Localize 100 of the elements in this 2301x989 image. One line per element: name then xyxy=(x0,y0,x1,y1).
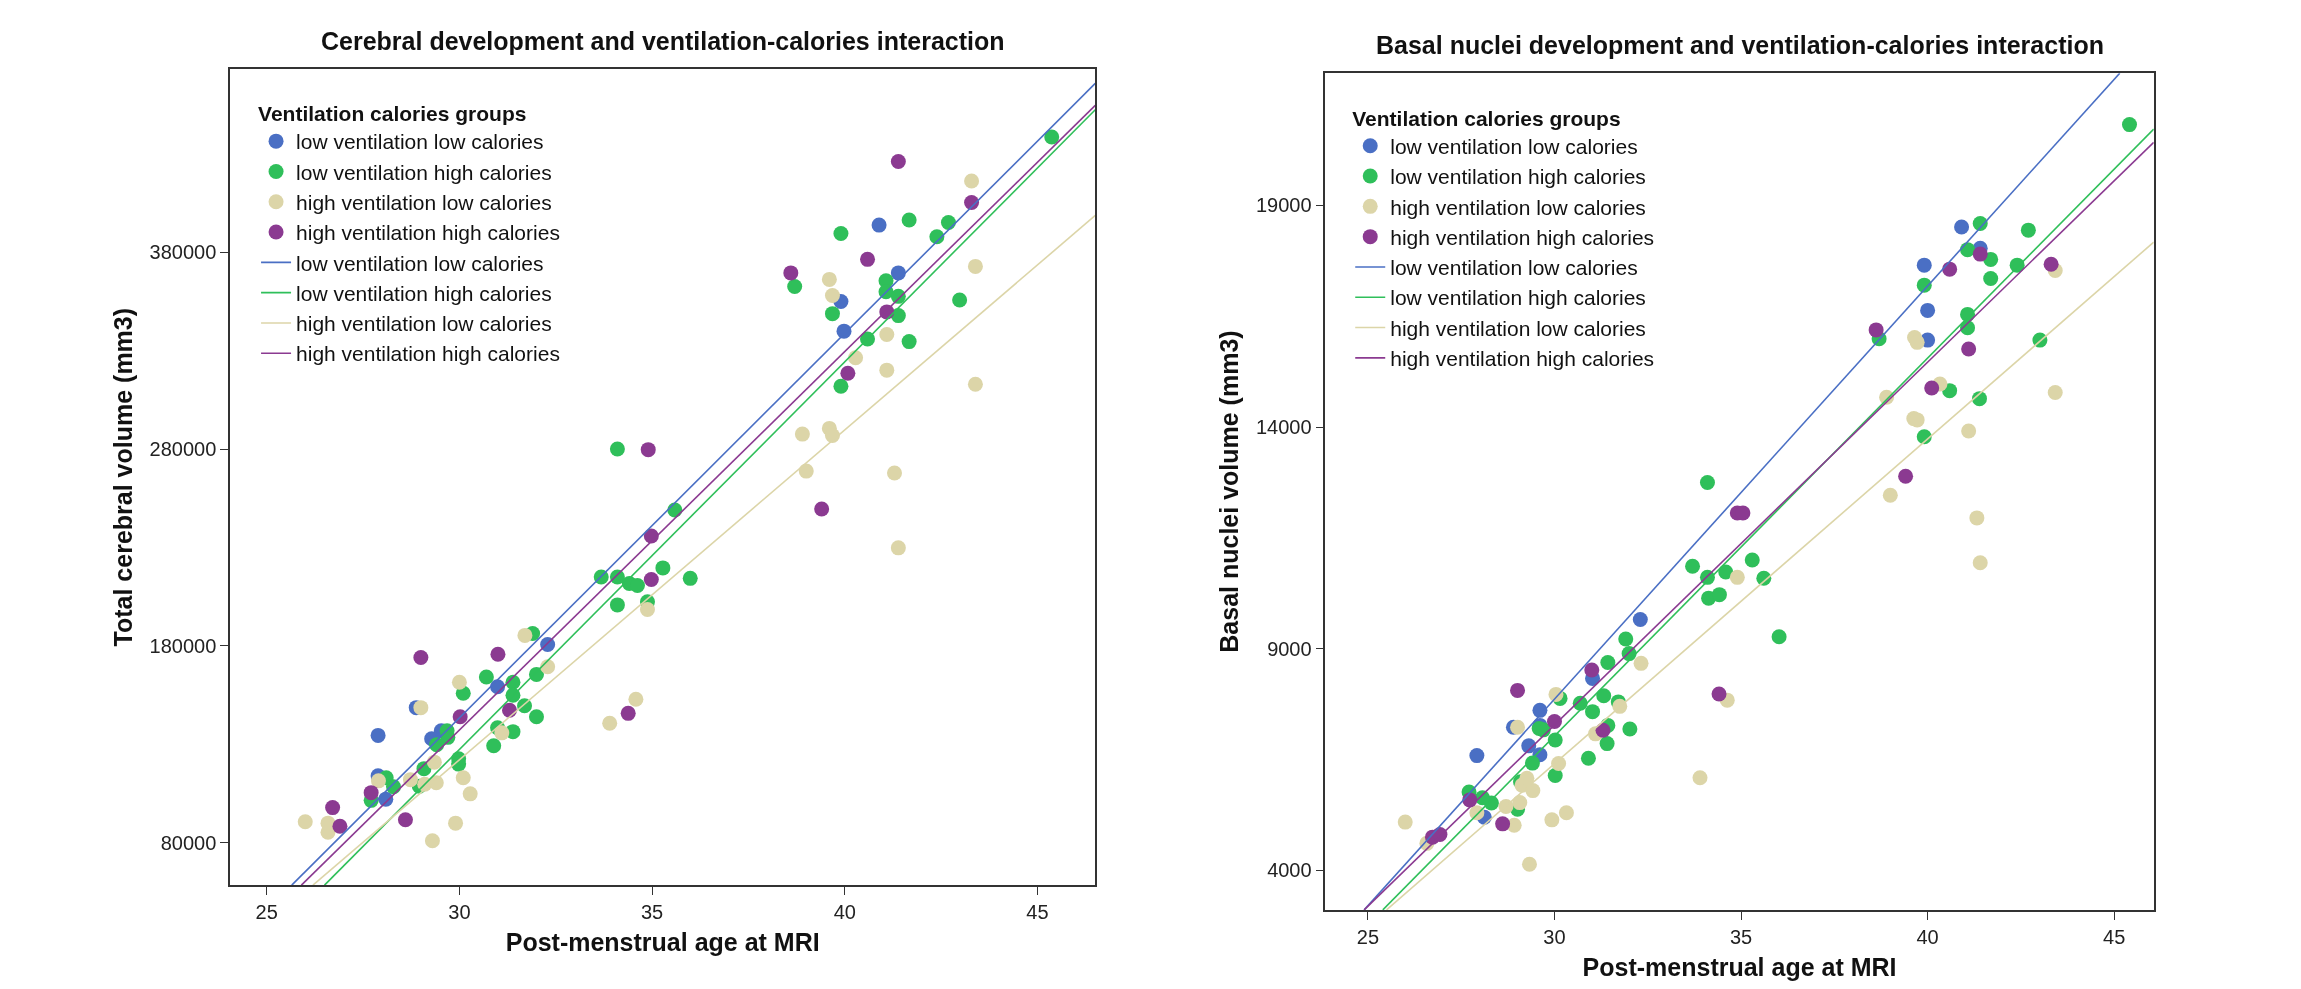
legend-label: low ventilation low calories xyxy=(1390,134,1638,158)
point xyxy=(1711,587,1727,603)
point xyxy=(297,814,313,830)
x-axis-title: Post-menstrual age at MRI xyxy=(1582,953,1897,982)
x-tick-label: 35 xyxy=(640,900,664,923)
point xyxy=(602,715,618,731)
point xyxy=(1633,655,1649,671)
y-tick-label: 280000 xyxy=(149,438,217,461)
point xyxy=(1544,812,1560,828)
point xyxy=(821,271,837,287)
point xyxy=(370,773,386,789)
point xyxy=(643,572,659,588)
point xyxy=(609,441,625,457)
chart-title: Basal nuclei development and ventilation-calories interaction xyxy=(1376,31,2104,59)
point xyxy=(1495,816,1511,832)
point xyxy=(370,727,386,743)
point xyxy=(486,738,502,754)
point xyxy=(325,800,341,816)
point xyxy=(1595,722,1611,738)
legend-label: high ventilation high calories xyxy=(296,342,560,366)
point xyxy=(1546,713,1562,729)
point xyxy=(1983,270,1999,286)
point xyxy=(455,770,471,786)
point xyxy=(1972,246,1988,262)
y-tick-label: 80000 xyxy=(160,831,217,854)
y-tick-label: 180000 xyxy=(149,634,217,657)
point xyxy=(1618,631,1634,647)
point xyxy=(1044,129,1060,145)
point xyxy=(490,646,506,662)
point xyxy=(1729,569,1745,585)
point xyxy=(1692,770,1708,786)
y-tick-label: 9000 xyxy=(1267,637,1312,660)
point xyxy=(901,334,917,350)
point xyxy=(860,251,876,267)
point xyxy=(1469,748,1485,764)
point xyxy=(413,700,429,716)
point xyxy=(424,833,440,849)
y-tick-label: 19000 xyxy=(1256,194,1312,217)
point xyxy=(1954,219,1970,235)
point xyxy=(1920,302,1936,318)
point xyxy=(901,212,917,228)
point xyxy=(1699,474,1715,490)
legend-label: high ventilation low calories xyxy=(296,312,552,336)
point xyxy=(448,815,464,831)
point xyxy=(1685,558,1701,574)
legend-label: low ventilation low calories xyxy=(296,251,544,275)
point xyxy=(1510,682,1526,698)
point xyxy=(814,501,830,517)
point xyxy=(1596,688,1612,704)
chart-title: Cerebral development and ventilation-calories interaction xyxy=(321,27,1005,55)
point xyxy=(833,226,849,242)
point xyxy=(1600,654,1616,670)
y-tick-label: 4000 xyxy=(1267,859,1312,882)
x-tick-label: 45 xyxy=(2103,925,2126,948)
point xyxy=(1622,721,1638,737)
point xyxy=(824,306,840,322)
x-tick-label: 45 xyxy=(1026,900,1049,923)
point xyxy=(1882,487,1898,503)
point xyxy=(1771,629,1787,645)
legend-label: high ventilation low calories xyxy=(1390,316,1646,340)
y-axis-title: Total cerebral volume (mm3) xyxy=(108,307,137,647)
point xyxy=(628,691,644,707)
point xyxy=(639,601,655,617)
point xyxy=(840,365,856,381)
legend-title: Ventilation calories groups xyxy=(1352,106,1621,130)
x-axis-title: Post-menstrual age at MRI xyxy=(505,928,820,957)
legend-label: high ventilation high calories xyxy=(296,221,560,245)
point xyxy=(1521,856,1537,872)
legend-title: Ventilation calories groups xyxy=(258,102,527,126)
point xyxy=(2020,222,2036,238)
point xyxy=(517,627,533,643)
point xyxy=(1510,719,1526,735)
point xyxy=(1580,750,1596,766)
x-tick-label: 30 xyxy=(448,900,471,923)
point xyxy=(1916,257,1932,273)
y-tick-label: 380000 xyxy=(149,241,217,264)
legend-label: high ventilation high calories xyxy=(1390,225,1655,249)
point xyxy=(887,465,902,481)
point xyxy=(1868,322,1884,338)
point xyxy=(1519,770,1535,786)
point xyxy=(363,785,379,801)
point xyxy=(2047,384,2063,400)
point xyxy=(783,265,799,281)
point xyxy=(1558,805,1574,821)
point xyxy=(1599,736,1615,752)
legend-label: low ventilation high calories xyxy=(296,281,552,305)
point xyxy=(1961,341,1977,357)
legend-label: high ventilation low calories xyxy=(1390,195,1646,219)
legend-label: low ventilation low calories xyxy=(1390,256,1638,280)
point xyxy=(964,173,980,189)
point xyxy=(967,376,983,392)
point xyxy=(2121,117,2137,133)
point xyxy=(1632,611,1648,627)
point xyxy=(1909,334,1925,350)
legend-label: high ventilation low calories xyxy=(296,190,552,214)
point xyxy=(1969,510,1985,526)
point xyxy=(1547,768,1563,784)
point xyxy=(609,597,625,613)
x-tick-label: 30 xyxy=(1543,925,1566,948)
x-tick-label: 25 xyxy=(255,900,278,923)
